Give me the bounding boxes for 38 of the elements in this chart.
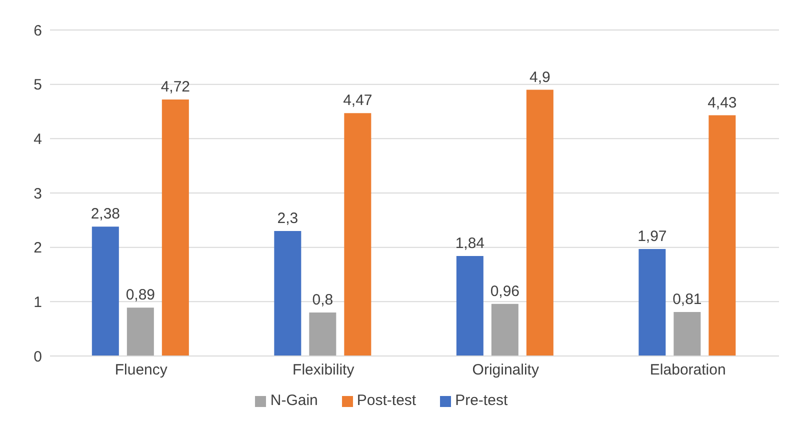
y-tick-label: 6 bbox=[34, 22, 42, 40]
bar bbox=[708, 115, 736, 356]
legend-label: Post-test bbox=[356, 392, 416, 409]
bar bbox=[274, 231, 302, 356]
x-tick-label: Fluency bbox=[114, 362, 168, 379]
bar bbox=[526, 90, 554, 356]
bar bbox=[309, 312, 336, 356]
bar bbox=[344, 113, 372, 356]
data-label: 4,9 bbox=[529, 68, 550, 86]
x-tick-label: Originality bbox=[472, 362, 540, 379]
data-label: 1,97 bbox=[638, 228, 667, 245]
y-tick-label: 4 bbox=[34, 130, 42, 148]
data-label: 1,84 bbox=[455, 235, 485, 252]
data-label: 2,38 bbox=[90, 206, 120, 223]
bar bbox=[491, 304, 518, 356]
bar bbox=[126, 308, 154, 356]
bar bbox=[456, 256, 484, 356]
y-tick-label: 0 bbox=[34, 348, 42, 366]
data-label: 0,8 bbox=[312, 292, 334, 309]
x-tick-label: Elaboration bbox=[650, 362, 726, 379]
bar bbox=[638, 248, 666, 356]
data-label: 0,96 bbox=[490, 282, 520, 300]
bar bbox=[92, 226, 119, 356]
y-tick-label: 2 bbox=[34, 240, 42, 257]
y-tick-label: 5 bbox=[34, 76, 42, 94]
data-label: 0,81 bbox=[672, 290, 702, 308]
y-tick-label: 1 bbox=[34, 294, 42, 311]
data-label: 4,47 bbox=[343, 92, 372, 110]
legend-label: N-Gain bbox=[270, 392, 318, 409]
data-label: 4,72 bbox=[160, 78, 190, 96]
data-label: 4,43 bbox=[708, 94, 737, 112]
y-tick-label: 3 bbox=[34, 185, 42, 202]
data-label: 0,89 bbox=[126, 286, 156, 304]
x-tick-label: Flexibility bbox=[292, 362, 355, 379]
data-label: 2,3 bbox=[277, 210, 298, 228]
legend-label: Pre-test bbox=[455, 392, 508, 409]
bar bbox=[674, 312, 701, 356]
bar bbox=[162, 100, 189, 356]
